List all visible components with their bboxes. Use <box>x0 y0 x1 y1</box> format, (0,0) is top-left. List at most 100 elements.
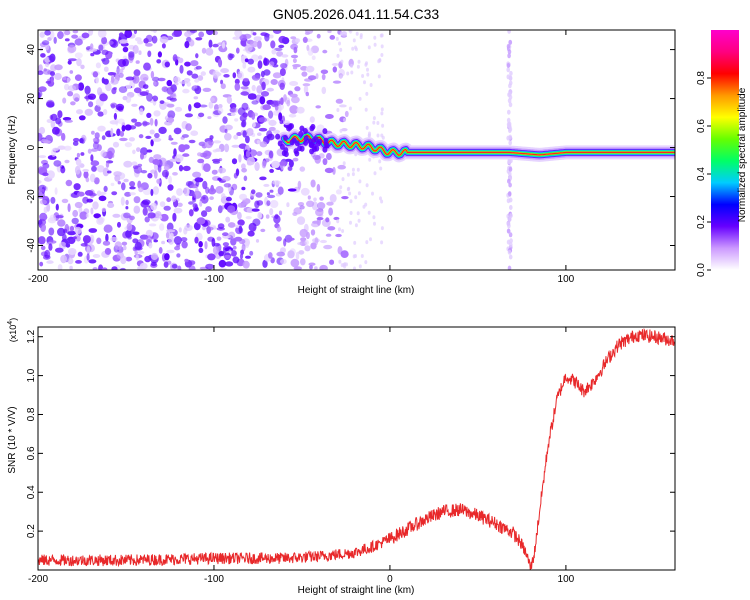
noise-blob <box>315 73 319 80</box>
noise-blob <box>363 80 366 85</box>
carrier-blob <box>291 137 297 144</box>
noise-blob <box>125 199 129 206</box>
noise-blob <box>121 241 128 246</box>
noise-blob <box>211 158 221 162</box>
noise-blob <box>245 150 250 158</box>
noise-blob <box>365 125 369 130</box>
noise-blob <box>128 125 137 130</box>
noise-blob <box>195 53 199 59</box>
noise-blob <box>43 254 51 260</box>
noise-blob <box>87 148 92 154</box>
noise-blob <box>131 103 138 107</box>
noise-blob <box>299 205 305 210</box>
noise-blob <box>223 74 230 78</box>
noise-blob <box>365 61 368 66</box>
noise-blob <box>126 222 133 232</box>
noise-blob <box>116 172 126 180</box>
noise-blob <box>173 207 183 214</box>
noise-blob <box>259 176 267 181</box>
noise-blob <box>50 71 55 77</box>
noise-blob <box>47 103 55 108</box>
noise-blob <box>308 75 317 81</box>
noise-blob <box>199 201 203 207</box>
noise-blob <box>137 250 145 254</box>
noise-blob <box>134 250 138 255</box>
noise-blob <box>79 138 84 144</box>
noise-blob <box>257 40 262 49</box>
noise-blob <box>239 193 247 201</box>
noise-blob <box>338 41 341 46</box>
colorbar-tick-label: 0.0 <box>696 263 707 277</box>
noise-blob <box>146 112 152 118</box>
noise-blob <box>48 243 53 251</box>
colorbar-gradient <box>711 30 739 270</box>
noise-blob <box>311 55 316 60</box>
noise-blob <box>67 248 77 255</box>
noise-blob <box>161 169 170 178</box>
noise-blob <box>319 196 324 201</box>
noise-blob <box>158 126 167 134</box>
noise-blob <box>339 104 347 108</box>
noise-blob <box>349 199 353 204</box>
noise-blob <box>299 228 308 238</box>
noise-blob <box>316 33 321 39</box>
noise-blob <box>219 267 227 270</box>
noise-blob <box>377 59 381 64</box>
noise-blob <box>163 205 171 211</box>
noise-blob <box>133 30 137 35</box>
stripe-blob <box>507 159 512 165</box>
noise-blob <box>117 221 121 228</box>
noise-blob <box>217 167 227 174</box>
carrier-blob <box>322 128 328 135</box>
noise-blob <box>71 34 78 39</box>
noise-blob <box>322 49 328 54</box>
noise-blob <box>380 133 384 138</box>
noise-blob <box>45 80 52 84</box>
noise-blob <box>225 261 234 267</box>
noise-blob <box>115 103 125 111</box>
noise-blob <box>101 207 107 213</box>
noise-blob <box>91 130 95 135</box>
spectrogram-heatmap <box>38 30 675 270</box>
stripe-blob <box>506 117 511 123</box>
noise-blob <box>129 215 135 221</box>
noise-blob <box>195 65 202 70</box>
noise-blob <box>353 266 356 270</box>
noise-blob <box>230 250 237 257</box>
noise-blob <box>92 201 99 210</box>
noise-blob <box>272 110 280 116</box>
noise-blob <box>137 180 142 189</box>
noise-blob <box>220 83 226 90</box>
noise-blob <box>243 175 248 182</box>
noise-blob <box>210 184 214 192</box>
stripe-blob <box>508 39 513 45</box>
noise-blob <box>102 240 111 246</box>
noise-blob <box>118 32 124 37</box>
carrier-blob <box>315 140 321 147</box>
noise-blob <box>174 106 183 112</box>
noise-blob <box>341 177 345 182</box>
noise-blob <box>172 54 178 62</box>
noise-blob <box>181 134 189 138</box>
noise-blob <box>119 131 125 137</box>
carrier-blob <box>322 146 328 153</box>
stripe-blob <box>509 205 513 210</box>
noise-blob <box>39 261 44 267</box>
noise-blob <box>310 179 316 188</box>
noise-blob <box>103 78 109 85</box>
noise-blob <box>349 211 353 215</box>
noise-blob <box>129 186 136 190</box>
noise-blob <box>245 216 252 220</box>
noise-blob <box>52 126 60 135</box>
noise-blob <box>352 254 356 259</box>
noise-blob <box>237 202 245 208</box>
noise-blob <box>277 186 284 195</box>
noise-blob <box>310 229 316 236</box>
noise-blob <box>288 113 297 118</box>
noise-blob <box>220 79 224 85</box>
noise-blob <box>74 226 82 235</box>
noise-blob <box>361 74 365 78</box>
noise-blob <box>313 197 317 202</box>
noise-blob <box>221 205 225 210</box>
noise-blob <box>110 127 114 137</box>
